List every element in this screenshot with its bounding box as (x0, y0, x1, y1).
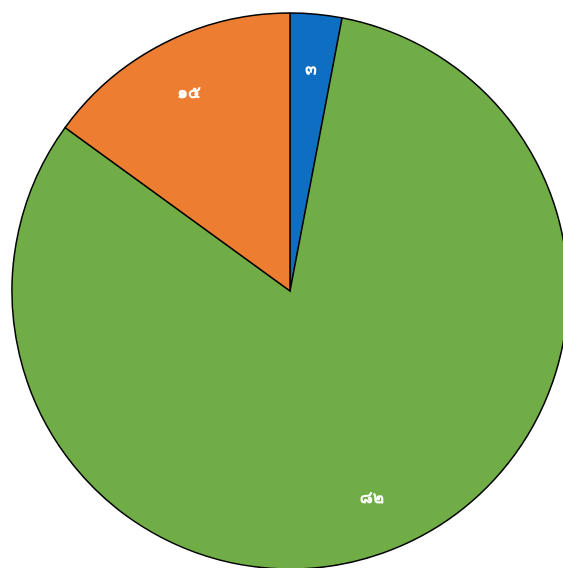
pie-slice-label-1: ๘๒ (360, 488, 384, 508)
pie-slice-label-2: ๑๕ (177, 83, 201, 103)
pie-slices (11, 12, 563, 568)
pie-slice-label-0: ๓ (305, 60, 317, 80)
pie-slice-2 (64, 12, 291, 293)
pie-labels: ๓๘๒ ๑๕ (177, 60, 384, 508)
pie-slice-1 (11, 17, 563, 568)
